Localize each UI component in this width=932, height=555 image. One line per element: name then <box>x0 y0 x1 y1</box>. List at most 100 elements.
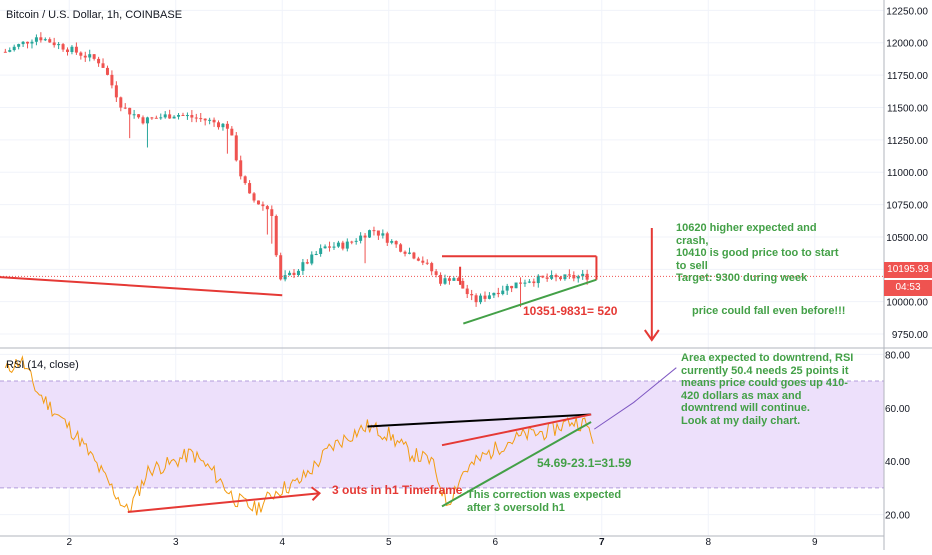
candle-body <box>105 67 109 75</box>
candle-body <box>114 85 118 98</box>
candle-body <box>230 128 234 136</box>
candle-body <box>505 285 509 291</box>
candle-body <box>137 114 141 118</box>
candle-body <box>443 278 447 284</box>
candle-body <box>154 117 158 119</box>
candle-body <box>61 44 65 50</box>
candle-body <box>363 235 367 238</box>
candle-body <box>239 160 243 177</box>
annotation-fall: price could fall even before!!! <box>692 305 846 317</box>
candle-body <box>150 117 154 119</box>
candle-body <box>336 242 340 247</box>
candle-body <box>17 44 21 47</box>
price-tick-label: 10750.00 <box>886 201 928 212</box>
drawing-layer <box>0 228 884 516</box>
candle-body <box>527 281 531 283</box>
candle-body <box>270 209 274 216</box>
price-tick-label: 12000.00 <box>886 39 928 50</box>
candle-body <box>12 46 16 51</box>
candle-body <box>581 273 585 277</box>
candle-body <box>514 282 518 289</box>
time-tick-label: 8 <box>705 537 711 548</box>
price-tick-label: 10000.00 <box>886 298 928 309</box>
time-tick-label: 7 <box>599 537 605 548</box>
candle-body <box>217 122 221 128</box>
current-price-label: 10195.93 <box>884 262 932 278</box>
candle-body <box>212 119 216 123</box>
candle-body <box>110 74 114 86</box>
candle-body <box>310 254 314 264</box>
candle-body <box>181 114 185 116</box>
candle-body <box>132 114 136 116</box>
candle-body <box>519 282 523 284</box>
candle-body <box>70 46 74 53</box>
candle-body <box>97 58 101 64</box>
candle-body <box>234 135 238 161</box>
candle-body <box>550 275 554 279</box>
candle-body <box>456 278 460 281</box>
candle-body <box>141 117 145 124</box>
annotation-rsi-note: Area expected to downtrend, RSI currentl… <box>681 352 854 427</box>
candle-body <box>350 241 354 243</box>
candle-body <box>252 193 256 201</box>
annotation-top-right: 10620 higher expected and crash, 10410 i… <box>676 222 839 284</box>
candle-body <box>319 248 323 254</box>
rsi-series-line <box>4 355 594 516</box>
price-tick-label: 10500.00 <box>886 233 928 244</box>
rsi-arrow-head <box>310 486 322 501</box>
candle-body <box>163 114 167 118</box>
annotation-correction: This correction was expected after 3 ove… <box>467 489 622 514</box>
candle-body <box>92 54 96 59</box>
candle-body <box>430 263 434 272</box>
price-tick-label: 9750.00 <box>892 330 929 341</box>
candle-body <box>256 200 260 205</box>
time-tick-label: 4 <box>279 537 285 548</box>
candle-body <box>145 117 149 124</box>
candle-body <box>190 115 194 118</box>
candle-body <box>74 46 78 53</box>
candle-body <box>305 262 309 264</box>
candle-body <box>265 206 269 210</box>
candle-body <box>208 119 212 121</box>
rsi-title: RSI (14, close) <box>6 359 79 371</box>
price-tick-label: 11000.00 <box>887 168 928 179</box>
candle-body <box>261 204 265 207</box>
rsi-tick-label: 40.00 <box>885 457 910 468</box>
candle-body <box>470 294 474 296</box>
annotation-outs: 3 outs in h1 Timeframe <box>332 483 463 497</box>
time-tick-label: 3 <box>173 537 179 548</box>
time-tick-label: 9 <box>812 537 818 548</box>
candle-body <box>425 262 429 264</box>
price-tick-label: 12250.00 <box>886 6 928 17</box>
candle-body <box>390 241 394 243</box>
candle-body <box>585 273 589 280</box>
annotation-calc-price: 10351-9831= 520 <box>523 304 618 318</box>
candle-body <box>416 258 420 261</box>
time-tick-label: 5 <box>386 537 392 548</box>
candle-body <box>83 55 87 58</box>
candle-body <box>345 241 349 249</box>
rsi-tick-label: 20.00 <box>885 511 910 522</box>
candle-body <box>26 41 30 44</box>
candle-body <box>123 107 127 109</box>
candle-body <box>30 41 34 44</box>
annotation-calc-rsi: 54.69-23.1=31.59 <box>537 456 632 470</box>
candle-body <box>328 246 332 248</box>
candle-body <box>332 246 336 248</box>
candle-body <box>248 183 252 194</box>
candle-body <box>314 253 318 255</box>
candle-body <box>8 50 12 52</box>
candle-body <box>66 49 70 53</box>
candle-body <box>3 51 7 53</box>
candle-body <box>34 37 38 42</box>
candle-body <box>323 246 327 249</box>
candle-body <box>21 41 25 45</box>
candle-body <box>341 242 345 249</box>
candle-body <box>479 295 483 303</box>
candle-body <box>194 117 198 119</box>
candle-body <box>487 295 491 299</box>
candle-body <box>119 97 123 108</box>
candle-body <box>439 274 443 284</box>
support-line <box>462 278 597 325</box>
candle-body <box>376 230 380 236</box>
